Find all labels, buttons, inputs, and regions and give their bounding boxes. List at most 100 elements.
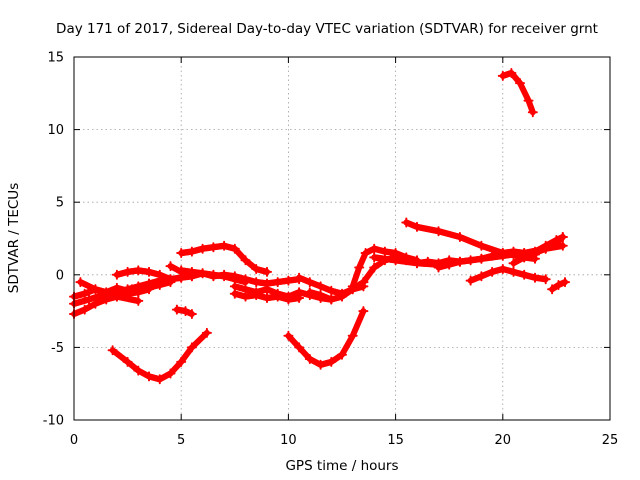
- series-band: [285, 308, 367, 368]
- data-point: [219, 271, 230, 282]
- data-point: [133, 281, 144, 292]
- data-point: [197, 243, 208, 254]
- data-point: [519, 269, 530, 280]
- series-arc-25: [508, 232, 568, 269]
- data-point: [262, 284, 272, 295]
- data-point: [111, 269, 122, 280]
- tick-marks: [73, 56, 611, 421]
- data-point: [272, 277, 283, 288]
- data-point: [176, 265, 187, 276]
- data-point: [369, 262, 380, 273]
- series-arc-21: [433, 246, 540, 273]
- data-point: [283, 330, 294, 341]
- series-arc-26: [547, 277, 570, 295]
- series-arc-10: [176, 265, 251, 288]
- series-arc-22: [465, 264, 551, 286]
- data-point: [304, 354, 315, 364]
- data-point: [201, 327, 212, 338]
- data-point: [197, 268, 208, 279]
- data-point: [553, 280, 564, 290]
- x-tick-label: 25: [602, 433, 619, 448]
- data-point: [283, 275, 294, 286]
- data-point: [369, 243, 380, 254]
- series-arc-23: [497, 68, 538, 118]
- data-point: [133, 295, 144, 306]
- data-point: [315, 281, 326, 292]
- data-point: [186, 309, 197, 319]
- data-point: [347, 330, 358, 341]
- data-point: [229, 288, 240, 299]
- y-tick-label: -10: [43, 414, 64, 429]
- data-point: [294, 272, 305, 283]
- y-tick-labels: -10 -5 0 5 10 15: [43, 51, 64, 429]
- data-point: [358, 277, 369, 288]
- data-point: [294, 342, 305, 353]
- data-point: [122, 266, 133, 277]
- data-point: [557, 232, 568, 242]
- data-point: [154, 269, 165, 280]
- series-band-upper: [512, 233, 564, 262]
- series-band-lower: [308, 287, 365, 303]
- series-arc-7: [107, 327, 212, 385]
- data-point: [229, 243, 240, 254]
- data-point: [84, 294, 94, 305]
- data-point: [433, 226, 444, 237]
- series-arc-11: [171, 304, 197, 319]
- data-point: [444, 259, 455, 270]
- series-arc-6: [111, 265, 187, 285]
- data-point: [186, 266, 197, 277]
- data-point: [283, 294, 294, 305]
- series-arc-9: [176, 240, 272, 277]
- x-tick-label: 20: [495, 433, 512, 448]
- y-tick-label: 0: [56, 268, 64, 283]
- data-point: [487, 266, 498, 277]
- data-point: [412, 221, 422, 232]
- data-point: [304, 277, 315, 288]
- data-point: [79, 304, 90, 315]
- data-point: [369, 252, 380, 263]
- data-point: [176, 248, 187, 258]
- data-point: [401, 217, 412, 228]
- data-point: [315, 359, 326, 370]
- data-point: [101, 291, 112, 302]
- data-point: [171, 304, 182, 315]
- series-band-upper: [437, 248, 536, 267]
- data-point: [262, 293, 272, 303]
- data-point: [304, 287, 315, 298]
- data-point: [530, 248, 540, 258]
- data-point: [508, 258, 519, 269]
- data-point: [465, 275, 476, 286]
- data-point: [497, 248, 508, 258]
- data-point: [347, 281, 358, 292]
- series-band-lower: [287, 312, 365, 369]
- x-tick-labels: 0 5 10 15 20 25: [70, 433, 618, 448]
- x-tick-label: 5: [177, 433, 185, 448]
- data-point: [111, 287, 122, 298]
- data-point: [560, 277, 570, 288]
- data-point: [454, 256, 465, 267]
- data-point: [165, 368, 176, 379]
- data-point: [186, 246, 197, 257]
- data-point: [508, 246, 519, 257]
- chart-title: Day 171 of 2017, Sidereal Day-to-day VTE…: [56, 21, 598, 37]
- data-point: [379, 246, 390, 257]
- data-point: [294, 293, 305, 303]
- data-point: [530, 272, 540, 283]
- series-arc-13: [229, 288, 305, 305]
- y-tick-label: 10: [47, 123, 64, 138]
- series-arc-14: [283, 306, 369, 370]
- data-point: [262, 266, 272, 277]
- data-point: [360, 248, 371, 258]
- series-band-lower: [469, 270, 547, 284]
- data-point: [208, 242, 219, 253]
- data-point: [515, 78, 525, 89]
- data-point: [219, 240, 230, 251]
- data-point: [251, 277, 262, 288]
- data-point: [540, 243, 551, 254]
- data-point: [176, 356, 187, 367]
- data-point: [90, 284, 101, 295]
- data-point: [240, 291, 251, 302]
- data-point: [122, 284, 133, 295]
